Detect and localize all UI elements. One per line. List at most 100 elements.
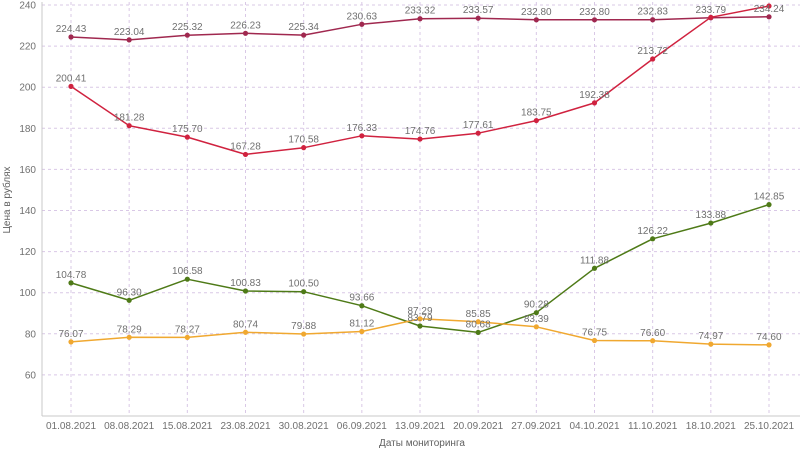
x-tick-label: 13.09.2021 [395, 421, 445, 432]
y-tick-label: 160 [19, 165, 36, 176]
data-label: 225.34 [288, 22, 319, 33]
data-point [650, 236, 656, 242]
data-label: 230.63 [347, 11, 378, 22]
data-point [184, 134, 190, 140]
data-point [359, 21, 365, 27]
data-label: 234.24 [754, 4, 785, 15]
data-label: 174.76 [405, 126, 436, 137]
data-label: 223.04 [114, 27, 145, 38]
data-label: 80.68 [466, 319, 491, 330]
x-tick-label: 20.09.2021 [453, 421, 503, 432]
data-label: 126.22 [637, 226, 668, 237]
data-point [417, 323, 423, 329]
y-axis-title: Цена в рублях [1, 166, 13, 233]
data-point [417, 316, 423, 322]
data-label: 233.32 [405, 6, 436, 17]
data-point [591, 17, 598, 23]
y-tick-label: 220 [19, 42, 36, 53]
data-point [359, 133, 365, 139]
data-point [359, 328, 365, 335]
data-point [591, 265, 598, 271]
data-label: 106.58 [172, 266, 203, 277]
data-label: 78.27 [175, 324, 200, 335]
data-point [68, 339, 74, 345]
x-axis-title: Даты мониторинга [379, 438, 465, 449]
data-point [417, 16, 423, 22]
data-label: 76.07 [58, 329, 83, 340]
data-label: 181.28 [114, 113, 145, 124]
data-point [475, 15, 481, 21]
data-point [475, 130, 481, 136]
data-point [533, 310, 539, 316]
x-tick-label: 18.10.2021 [686, 421, 736, 432]
data-label: 200.41 [56, 73, 87, 84]
y-tick-label: 120 [19, 247, 36, 258]
data-label: 233.79 [696, 5, 727, 16]
data-label: 232.80 [521, 7, 552, 18]
data-point [533, 117, 539, 124]
data-point [708, 341, 714, 347]
data-point [417, 136, 423, 142]
x-tick-label: 01.08.2021 [46, 421, 96, 432]
data-point [301, 289, 307, 295]
y-tick-label: 200 [19, 83, 36, 94]
data-point [475, 329, 481, 336]
x-tick-label: 30.08.2021 [279, 421, 329, 432]
data-label: 78.29 [117, 324, 142, 335]
data-point [68, 280, 74, 286]
data-label: 81.12 [349, 318, 374, 329]
y-tick-label: 140 [19, 206, 36, 217]
y-tick-label: 100 [19, 288, 36, 299]
data-point [301, 331, 307, 337]
data-point [126, 37, 132, 43]
data-point [591, 337, 598, 344]
data-label: 100.50 [288, 279, 319, 290]
data-point [184, 276, 190, 282]
series-group [68, 3, 772, 348]
data-label: 87.29 [407, 306, 432, 317]
x-tick-label: 25.10.2021 [744, 421, 794, 432]
y-tick-label: 80 [25, 329, 37, 340]
data-label: 142.85 [754, 192, 785, 203]
data-point [591, 100, 598, 106]
data-label: 79.88 [291, 321, 316, 332]
data-label: 192.38 [579, 90, 610, 101]
data-label: 90.28 [524, 300, 549, 311]
data-label: 175.70 [172, 124, 203, 135]
data-label: 76.60 [640, 328, 665, 339]
x-tick-label: 08.08.2021 [104, 421, 154, 432]
y-tick-label: 60 [25, 370, 37, 381]
x-tick-label: 27.09.2021 [511, 421, 561, 432]
data-label: 232.83 [637, 7, 668, 18]
x-tick-label: 15.08.2021 [162, 421, 212, 432]
data-point [766, 342, 772, 348]
data-label: 76.75 [582, 327, 607, 338]
data-point [708, 220, 714, 226]
data-point [242, 288, 249, 294]
data-label: 233.57 [463, 5, 494, 16]
data-label: 111.88 [580, 255, 610, 266]
data-label: 96.30 [117, 287, 142, 298]
data-point [766, 202, 772, 208]
data-label: 226.23 [230, 20, 261, 31]
data-label: 74.60 [756, 332, 781, 343]
data-point [68, 34, 74, 40]
data-label: 100.83 [230, 278, 261, 289]
data-label: 176.33 [347, 123, 378, 134]
data-point [650, 338, 656, 344]
data-point [650, 17, 656, 23]
data-label: 80.74 [233, 319, 258, 330]
data-label: 177.61 [463, 120, 494, 131]
data-label: 83.39 [524, 314, 549, 325]
x-tick-label: 04.10.2021 [569, 421, 619, 432]
data-label: 167.28 [230, 141, 261, 152]
data-label: 93.66 [349, 293, 374, 304]
data-label: 213.72 [637, 46, 668, 57]
data-point [359, 303, 365, 309]
data-point [68, 83, 74, 89]
data-point [126, 297, 132, 303]
data-point [766, 3, 772, 9]
data-label: 133.88 [696, 210, 727, 221]
data-label: 183.75 [521, 108, 552, 119]
